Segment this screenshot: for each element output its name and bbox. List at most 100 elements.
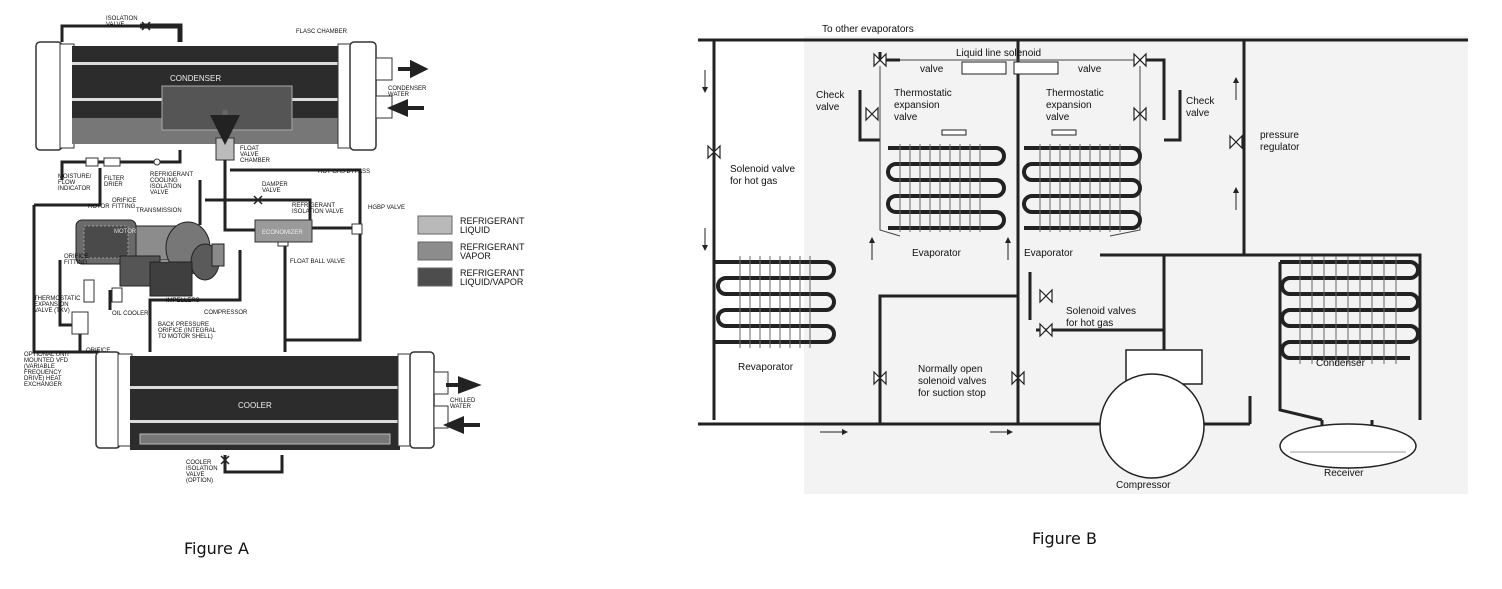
vfd-heat-exchanger xyxy=(71,311,89,335)
float-ball-valve xyxy=(277,241,289,247)
cooler-label: COOLER xyxy=(238,401,272,410)
fig-b-labels: To other evaporators Liquid line solenoi… xyxy=(730,24,1366,491)
cooler-isolation-valve-icon xyxy=(220,455,230,465)
rotor-label: ROTOR xyxy=(88,204,110,210)
legend xyxy=(417,215,453,287)
figure-a-caption: Figure A xyxy=(184,539,249,558)
figure-b-caption: Figure B xyxy=(1032,529,1097,548)
fig-a-labels: ISOLATION VALVE FLASC CHAMBER CONDENSER … xyxy=(24,16,527,484)
pressure-regulator-icon xyxy=(1229,134,1243,150)
moisture-indicator xyxy=(85,157,99,167)
orifice-fitting-top-label: ORIFICE FITTING xyxy=(112,198,138,210)
cooling-isolation-valve xyxy=(153,158,161,166)
liquid-line-solenoid-label: Liquid line solenoid xyxy=(956,48,1041,59)
economizer-label: ECONOMIZER xyxy=(262,230,303,236)
oil-cooler xyxy=(111,287,123,303)
figure-a: CONDENSER xyxy=(24,16,527,558)
fig-a-piping xyxy=(32,150,362,474)
flasc-chamber-label: FLASC CHAMBER xyxy=(296,29,348,35)
motor-label: MOTOR xyxy=(114,229,137,235)
liquid-solenoid-valve-right-icon xyxy=(1133,52,1147,68)
orifice-label: ORIFICE xyxy=(86,348,110,354)
evaporator-left-label: Evaporator xyxy=(912,248,962,259)
liquid-solenoid-valve-left-icon xyxy=(873,52,887,68)
txv-right-label: Thermostatic expansion valve xyxy=(1046,88,1107,123)
legend-swatch-liquid-vapor xyxy=(417,267,453,287)
cooler-vessel xyxy=(95,351,449,450)
to-other-evaporators-label: To other evaporators xyxy=(822,24,914,35)
condenser-water-in-arrow xyxy=(386,98,424,118)
condenser-b-label: Condenser xyxy=(1316,358,1366,369)
condenser-coil-b xyxy=(1278,256,1420,422)
check-valve-right-label: Check valve xyxy=(1186,96,1217,119)
fig-b-flow-arrows xyxy=(702,70,1239,435)
condenser-vessel xyxy=(35,41,393,151)
compressor-label-a: COMPRESSOR xyxy=(204,310,248,316)
chilled-water-in-arrow xyxy=(442,415,480,435)
txv-body xyxy=(83,279,95,303)
legend-label-liquid-vapor: REFRIGERANT LIQUID/VAPOR xyxy=(460,268,527,287)
hot-gas-bypass-label: HOT GAS BYPASS xyxy=(318,169,370,175)
hgbp-valve-label: HGBP VALVE xyxy=(368,205,405,211)
float-valve-chamber-label: FLOAT VALVE CHAMBER xyxy=(240,146,271,164)
solenoid-valves-hot-gas-label: Solenoid valves for hot gas xyxy=(1066,306,1139,329)
liquid-line-solenoid-left xyxy=(961,61,1007,75)
check-valve-left-label: Check valve xyxy=(816,90,847,113)
orifice-fitting-left-label: ORIFICE FITTING xyxy=(64,254,90,266)
compressor-b-label: Compressor xyxy=(1116,480,1171,491)
filter-drier-label: FILTER DRIER xyxy=(104,176,126,188)
receiver xyxy=(1279,423,1417,469)
pressure-regulator-label: pressure regulator xyxy=(1260,130,1302,153)
refrigerant-cooling-label: REFRIGERANT COOLING ISOLATION VALVE xyxy=(150,172,195,196)
chilled-water-label: CHILLED WATER xyxy=(450,398,477,410)
txv-bulb-right xyxy=(1051,129,1077,136)
optional-vfd-label: OPTIONAL UNIT MOUNTED VFD (VARIABLE FREQ… xyxy=(24,352,71,388)
legend-swatch-liquid xyxy=(417,215,453,235)
hot-gas-solenoid-icon xyxy=(707,144,721,160)
legend-swatch-vapor xyxy=(417,241,453,261)
fig-b-valves xyxy=(707,52,1243,386)
damper-valve-label: DAMPER VALVE xyxy=(262,182,289,194)
damper-valve-icon xyxy=(253,195,263,205)
chilled-water-out-arrow xyxy=(446,376,482,394)
txv-label: THERMOSTATIC EXPANSION VALVE (TXV) xyxy=(34,296,82,314)
fig-b-liquid-lines xyxy=(879,59,1141,237)
transmission-label: TRANSMISSION xyxy=(136,208,182,214)
check-valve-left-icon xyxy=(865,106,879,122)
txv-left-label: Thermostatic expansion valve xyxy=(894,88,955,123)
cooler-isolation-label: COOLER ISOLATION VALVE (OPTION) xyxy=(186,460,219,484)
txv-bulb-left xyxy=(941,129,967,136)
isolation-valve-icon xyxy=(141,21,151,31)
float-valve-chamber xyxy=(215,137,235,161)
impellers-label: IMPELLERS xyxy=(166,298,200,304)
moisture-indicator-label: MOISTURE/ FLOW INDICATOR xyxy=(58,174,93,192)
condenser-water-out-arrow xyxy=(398,59,429,79)
isolation-pipe xyxy=(140,23,183,42)
evaporator-right-coil xyxy=(1022,144,1142,232)
figure-b: To other evaporators Liquid line solenoi… xyxy=(698,24,1468,548)
hot-gas-valve-upper-icon xyxy=(1039,288,1053,304)
valve-left-label: valve xyxy=(920,64,944,75)
refrigerant-isolation-valve-label: REFRIGERANT ISOLATION VALVE xyxy=(292,203,344,215)
solenoid-hot-gas-label: Solenoid valve for hot gas xyxy=(730,164,798,187)
revaporator-coil xyxy=(714,256,836,348)
valve-right-label: valve xyxy=(1078,64,1102,75)
filter-drier xyxy=(103,157,121,167)
compressor-assembly xyxy=(75,219,225,297)
condenser-water-label: CONDENSER WATER xyxy=(388,86,428,98)
oil-cooler-label: OIL COOLER xyxy=(112,311,149,317)
legend-label-vapor: REFRIGERANT VAPOR xyxy=(460,242,527,261)
back-pressure-label: BACK PRESSURE ORIFICE (INTEGRAL TO MOTOR… xyxy=(158,322,217,340)
suction-stop-valve-left-icon xyxy=(873,370,887,386)
normally-open-label: Normally open solenoid valves for suctio… xyxy=(918,364,989,399)
float-ball-valve-label: FLOAT BALL VALVE xyxy=(290,259,345,265)
hot-gas-valve-lower-icon xyxy=(1039,322,1053,338)
compressor-b xyxy=(1099,349,1205,479)
receiver-label: Receiver xyxy=(1324,468,1364,479)
evaporator-left-coil xyxy=(886,144,1006,232)
hgbp-valve xyxy=(351,223,363,235)
isolation-valve-label: ISOLATION VALVE xyxy=(106,16,139,28)
condenser-label: CONDENSER xyxy=(170,74,221,83)
condenser-top-pipe xyxy=(60,24,140,42)
